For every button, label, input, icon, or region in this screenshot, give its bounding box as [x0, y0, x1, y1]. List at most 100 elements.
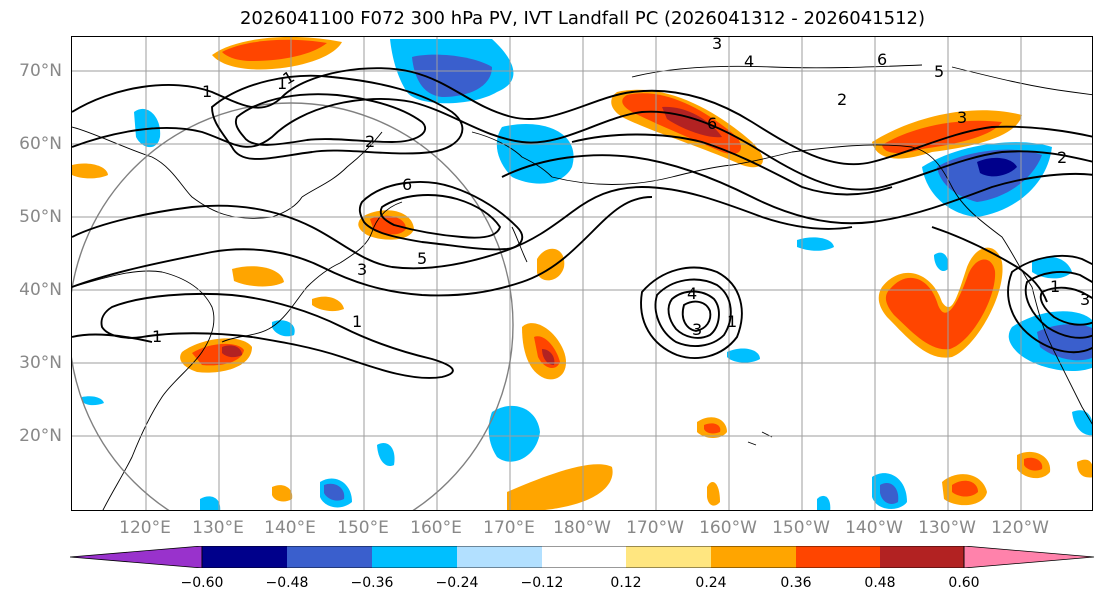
lon-label-140w: 140°W [845, 518, 903, 538]
colorbar-segment [796, 546, 880, 568]
colorbar-tick: −0.60 [180, 575, 224, 591]
colorbar-tick: −0.36 [350, 575, 394, 591]
anomaly-positive [370, 215, 406, 235]
lat-label-50n: 50°N [19, 207, 62, 227]
contour-label: 3 [957, 108, 967, 127]
anomaly-negative [488, 405, 540, 462]
colorbar-tick: 0.24 [695, 575, 727, 591]
colorbar-tick: 0.48 [864, 575, 896, 591]
lon-label-150e: 150°E [337, 518, 389, 538]
contour-label: 3 [692, 320, 702, 339]
anomaly-positive [272, 485, 293, 502]
colorbar-segment [287, 546, 372, 568]
colorbar-tick: 0.12 [610, 575, 642, 591]
anomaly-positive [707, 482, 720, 506]
contour-label: 1 [727, 312, 737, 331]
colorbar-segment [202, 546, 287, 568]
anomaly-positive [1077, 459, 1092, 478]
anomaly-negative [272, 320, 295, 337]
anomaly-positive [507, 464, 613, 510]
landfall-region-circle [72, 102, 514, 510]
anomaly-negative [817, 495, 831, 510]
contour-label: 3 [1080, 290, 1090, 309]
lat-label-30n: 30°N [19, 353, 62, 373]
map-canvas: 1 1 1 2 6 3 5 1 1 3 4 6 5 2 6 3 2 4 1 3 … [72, 37, 1092, 510]
anomaly-positive [222, 39, 327, 61]
anomaly-negative [324, 483, 345, 501]
map-panel: 1 1 1 2 6 3 5 1 1 3 4 6 5 2 6 3 2 4 1 3 … [71, 36, 1093, 511]
lon-label-140e: 140°E [264, 518, 316, 538]
anomaly-negative [412, 54, 492, 97]
anomaly-negative [977, 157, 1017, 177]
contour-label: 3 [712, 37, 722, 53]
anomaly-negative [797, 237, 834, 251]
anomaly-positive [72, 163, 108, 179]
colorbar-tick: −0.12 [520, 575, 564, 591]
colorbar-segment [372, 546, 457, 568]
anomaly-positive [312, 296, 344, 312]
anomaly-positive [1024, 457, 1043, 471]
lat-label-70n: 70°N [19, 61, 62, 81]
contour-label: 2 [365, 132, 375, 151]
colorbar [70, 546, 1095, 568]
contour-label: 5 [417, 249, 427, 268]
anomaly-positive [704, 423, 721, 434]
lon-label-130w: 130°W [918, 518, 976, 538]
lon-label-120w: 120°W [991, 518, 1049, 538]
anomaly-negative [1032, 256, 1072, 279]
colorbar-extend-low [70, 546, 203, 568]
contour-label: 4 [744, 52, 754, 71]
contour-label: 1 [202, 82, 212, 101]
lon-label-170w: 170°W [626, 518, 684, 538]
colorbar-tick: 0.36 [780, 575, 812, 591]
contour-label: 6 [877, 50, 887, 69]
anomaly-negative [200, 496, 221, 510]
lat-label-20n: 20°N [19, 426, 62, 446]
lon-label-130e: 130°E [192, 518, 244, 538]
lon-label-160e: 160°E [410, 518, 462, 538]
lat-label-40n: 40°N [19, 280, 62, 300]
anomaly-negative [880, 482, 899, 504]
contour-label: 5 [934, 62, 944, 81]
map-title: 2026041100 F072 300 hPa PV, IVT Landfall… [239, 8, 926, 29]
lat-label-60n: 60°N [19, 134, 62, 154]
contour-label: 6 [707, 114, 717, 133]
contour-label: 3 [357, 260, 367, 279]
anomaly-negative [1072, 410, 1092, 436]
anomaly-positive [882, 120, 1002, 154]
lon-label-160w: 160°W [699, 518, 757, 538]
pv-contours [72, 67, 1092, 379]
anomaly-positive [222, 345, 242, 358]
colorbar-segment [457, 546, 542, 568]
colorbar-extend-high [963, 546, 1095, 568]
gridlines [72, 37, 1092, 510]
anomaly-negative [727, 348, 760, 363]
lon-label-120e: 120°E [119, 518, 171, 538]
contour-label: 6 [402, 175, 412, 194]
contour-label: 1 [1050, 277, 1060, 296]
lon-label-170e: 170°E [483, 518, 535, 538]
lon-label-150w: 150°W [772, 518, 830, 538]
colorbar-segment [880, 546, 964, 568]
contour-label: 4 [687, 284, 697, 303]
contour-label: 2 [837, 90, 847, 109]
colorbar-segment [626, 546, 711, 568]
contour-labels: 1 1 1 2 6 3 5 1 1 3 4 6 5 2 6 3 2 4 1 3 … [152, 37, 1090, 346]
lon-label-180w: 180°W [553, 518, 611, 538]
anomaly-positive [885, 259, 996, 350]
anomaly-negative [82, 396, 104, 406]
colorbar-tick: −0.48 [265, 575, 309, 591]
colorbar-tick: −0.24 [435, 575, 479, 591]
contour-label: 1 [277, 74, 287, 93]
contour-label: 1 [152, 327, 162, 346]
anomaly-positive [542, 349, 555, 365]
colorbar-segment [711, 546, 796, 568]
colorbar-tick: 0.60 [948, 575, 980, 591]
contour-label: 2 [1057, 148, 1067, 167]
anomaly-positive [232, 266, 284, 287]
anomaly-positive [952, 480, 978, 497]
colorbar-segment [542, 546, 626, 568]
anomaly-negative [934, 252, 949, 272]
anomaly-positive [537, 248, 565, 281]
contour-label: 1 [352, 312, 362, 331]
